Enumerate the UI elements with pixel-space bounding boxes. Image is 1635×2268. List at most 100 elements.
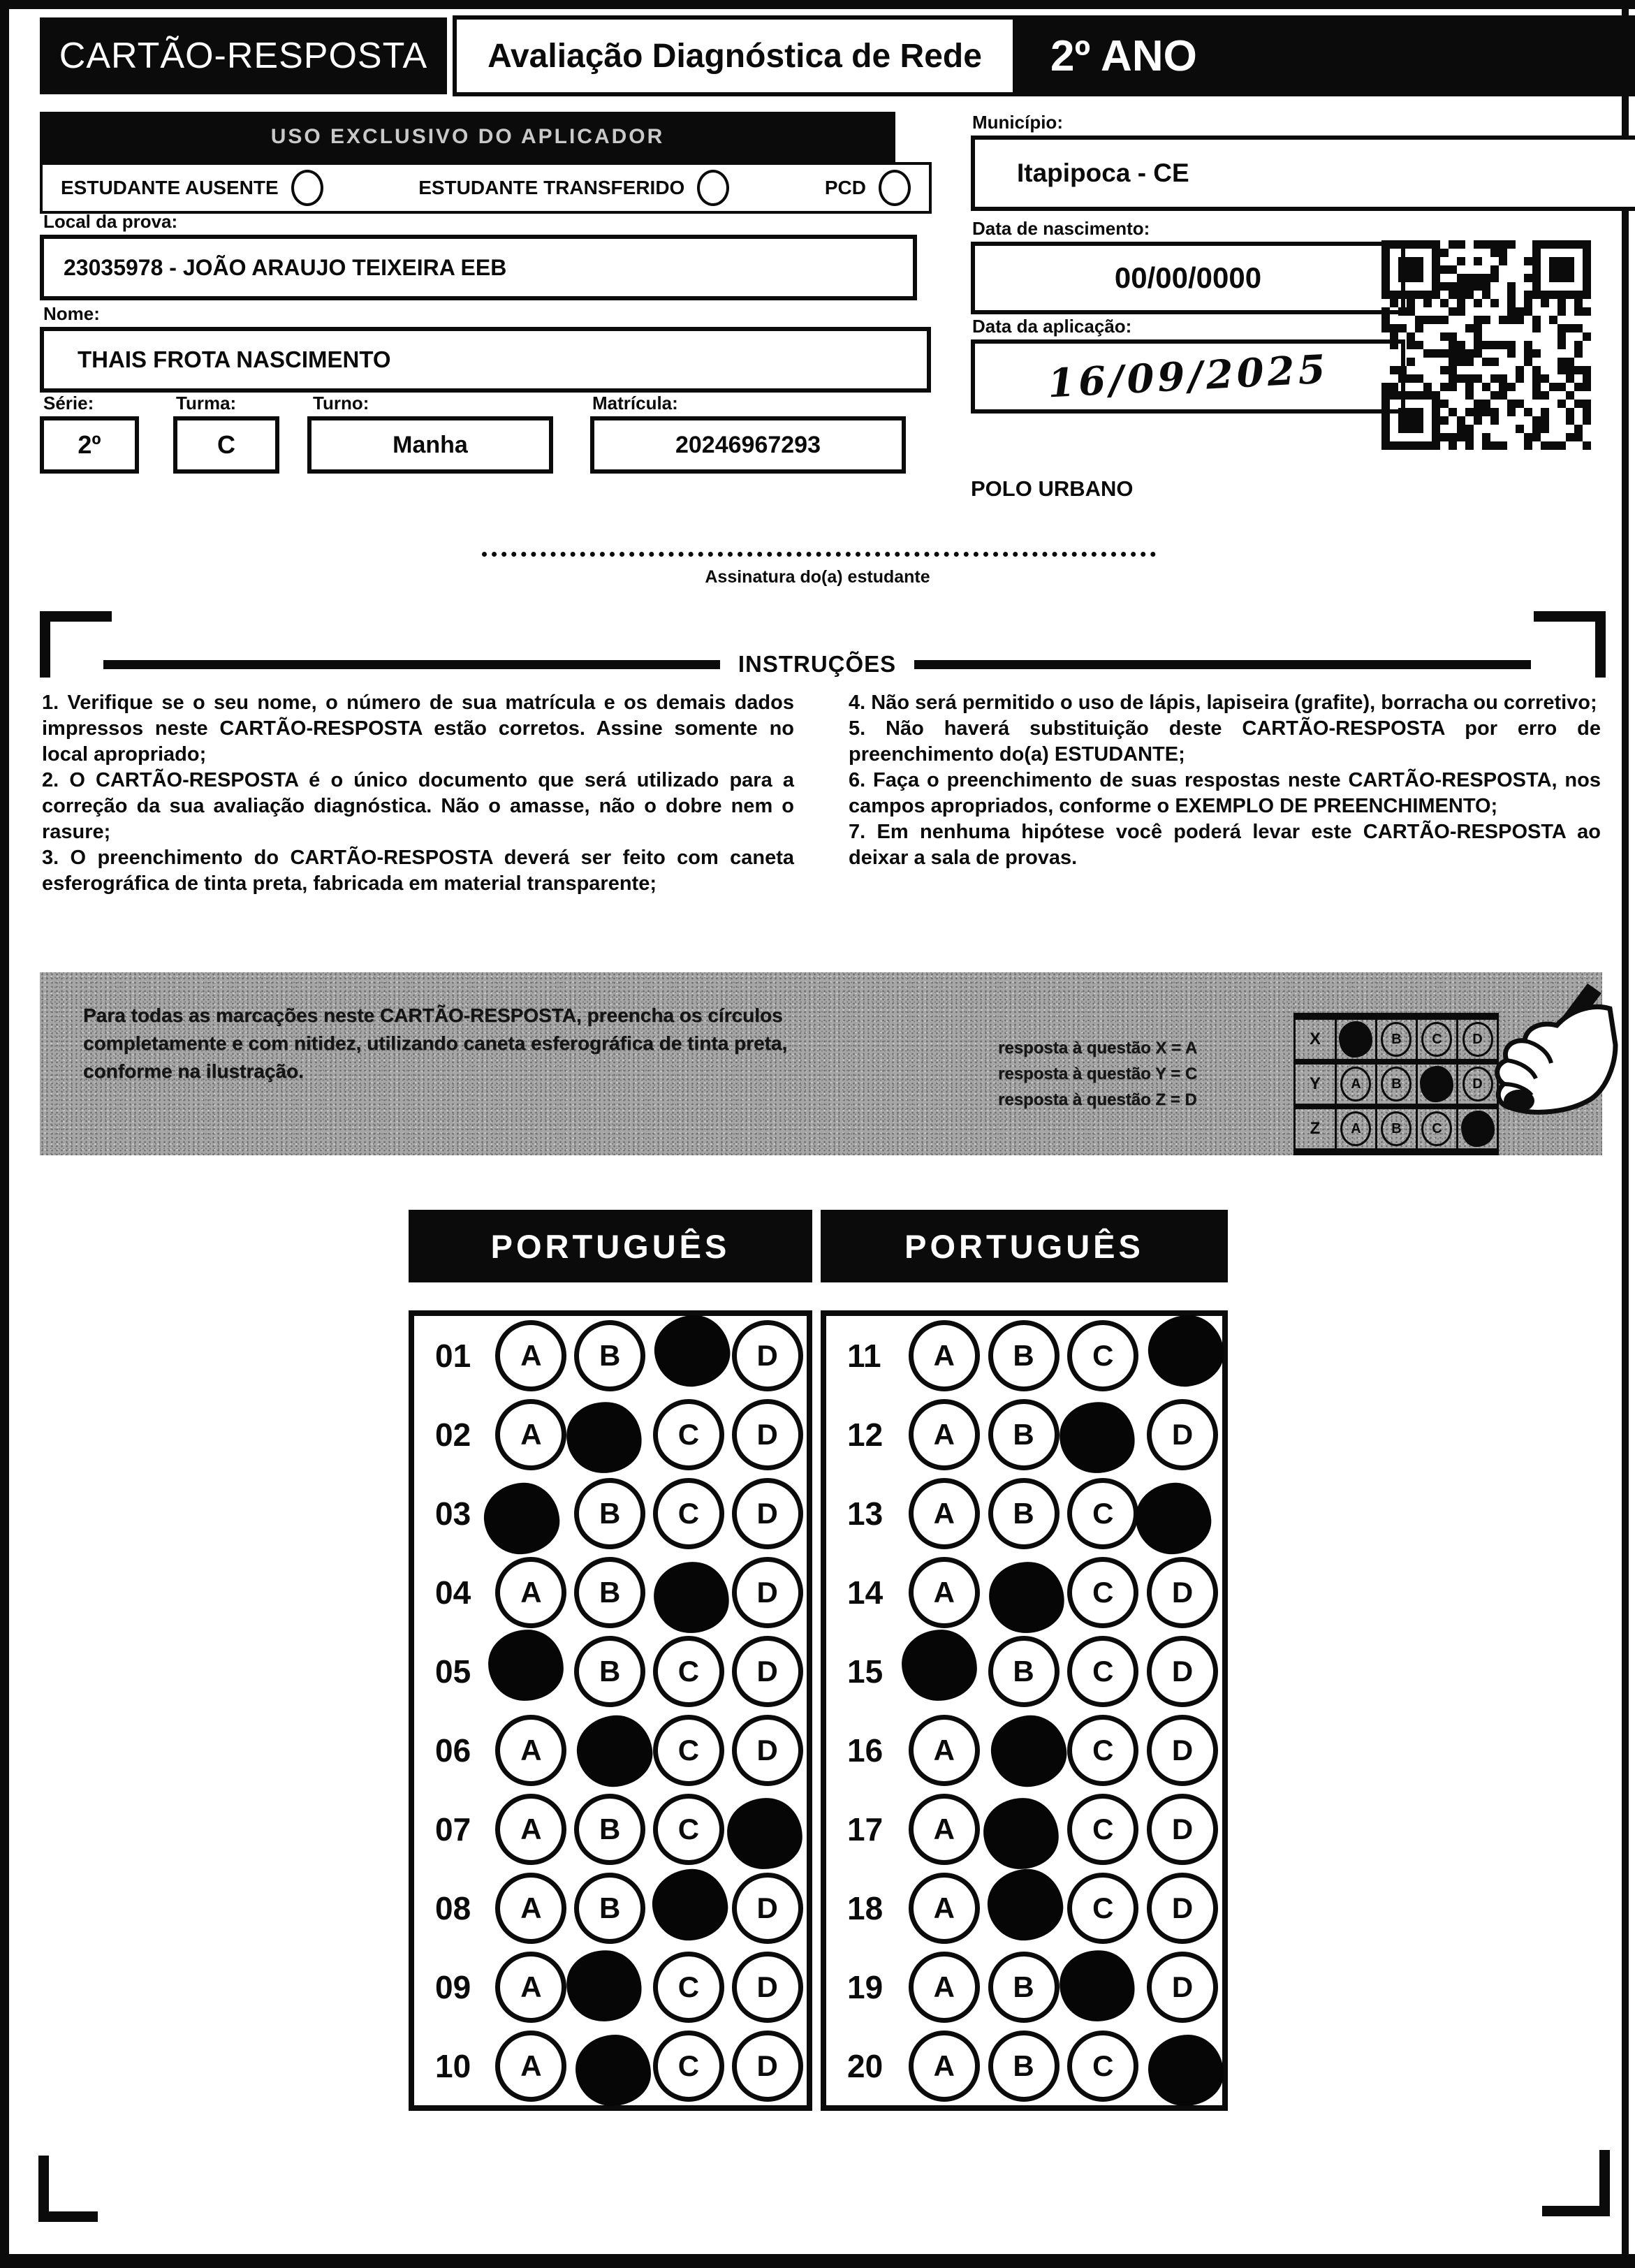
pcd-bubble[interactable] <box>879 170 911 206</box>
bubble-q14-B[interactable] <box>984 1557 1066 1636</box>
bubble-q15-B[interactable]: B <box>984 1635 1064 1707</box>
bubble-q08-C[interactable] <box>650 1866 731 1944</box>
bubble-q08-A[interactable]: A <box>492 1872 571 1944</box>
bubble-q12-B[interactable]: B <box>984 1398 1064 1470</box>
example-option-C[interactable]: C <box>1415 1109 1456 1148</box>
bubble-q14-A[interactable]: A <box>904 1556 984 1628</box>
bubble-q08-B[interactable]: B <box>571 1872 650 1944</box>
bubble-q07-D[interactable] <box>725 1794 807 1871</box>
bubble-q07-C[interactable]: C <box>650 1793 728 1865</box>
bubble-q16-C[interactable]: C <box>1063 1714 1143 1786</box>
bubble-q10-B[interactable] <box>571 2031 652 2106</box>
example-option-B[interactable]: B <box>1374 1020 1416 1059</box>
bubble-q04-A[interactable]: A <box>492 1556 571 1628</box>
bubble-q03-A[interactable] <box>482 1478 571 1557</box>
bubble-q12-D[interactable]: D <box>1143 1398 1222 1470</box>
bubble-q11-A[interactable]: A <box>904 1319 984 1391</box>
bubble-q16-A[interactable]: A <box>904 1714 984 1786</box>
bubble-q09-C[interactable]: C <box>650 1951 728 2023</box>
bubble-q11-D[interactable] <box>1143 1311 1228 1391</box>
bubble-q14-C[interactable]: C <box>1063 1556 1143 1628</box>
absent-bubble[interactable] <box>291 170 323 206</box>
bubble-q13-A[interactable]: A <box>904 1477 984 1549</box>
bubble-q18-C[interactable]: C <box>1063 1872 1143 1944</box>
bubble-q03-D[interactable]: D <box>728 1477 807 1549</box>
bubble-q15-A[interactable] <box>900 1627 984 1707</box>
bubble-q01-B[interactable]: B <box>571 1319 650 1391</box>
bubble-q09-D[interactable]: D <box>728 1951 807 2023</box>
bubble-q15-C[interactable]: C <box>1063 1635 1143 1707</box>
bubble-q05-A[interactable] <box>487 1627 571 1707</box>
bubble-q18-D[interactable]: D <box>1143 1872 1222 1944</box>
bubble-q20-B[interactable]: B <box>984 2030 1064 2102</box>
example-option-A[interactable]: A <box>1334 1109 1375 1148</box>
example-option-C[interactable]: C <box>1415 1020 1456 1059</box>
filled-bubble <box>985 1866 1065 1943</box>
bubble-q04-B[interactable]: B <box>571 1556 650 1628</box>
bubble-q19-A[interactable]: A <box>904 1951 984 2023</box>
bubble-q20-A[interactable]: A <box>904 2030 984 2102</box>
bubble-q13-D[interactable] <box>1133 1478 1222 1557</box>
bubble-q19-C[interactable] <box>1056 1946 1143 2025</box>
bubble-q06-B[interactable] <box>571 1711 656 1790</box>
bubble-q04-D[interactable]: D <box>728 1556 807 1628</box>
bubble-q07-A[interactable]: A <box>492 1793 571 1865</box>
example-option-D[interactable] <box>1456 1109 1500 1148</box>
example-option-B[interactable]: B <box>1374 1065 1416 1104</box>
bubble-q17-D[interactable]: D <box>1143 1793 1222 1865</box>
signature-line[interactable] <box>482 552 1156 557</box>
bubble-q11-B[interactable]: B <box>984 1319 1064 1391</box>
bubble-q17-A[interactable]: A <box>904 1793 984 1865</box>
bubble-q05-B[interactable]: B <box>571 1635 650 1707</box>
bubble-q01-D[interactable]: D <box>728 1319 807 1391</box>
bubble-q17-C[interactable]: C <box>1063 1793 1143 1865</box>
bubble-q16-B[interactable] <box>984 1711 1069 1790</box>
bubble-q15-D[interactable]: D <box>1143 1635 1222 1707</box>
bubble-q02-D[interactable]: D <box>728 1398 807 1470</box>
bubble-q03-B[interactable]: B <box>571 1477 650 1549</box>
bubble-q02-A[interactable]: A <box>492 1398 571 1470</box>
bubble-q10-C[interactable]: C <box>650 2030 728 2102</box>
bubble-q10-A[interactable]: A <box>492 2030 571 2102</box>
bubble-q01-C[interactable] <box>650 1311 733 1391</box>
bubble-q04-C[interactable] <box>650 1557 732 1636</box>
bubble-q16-D[interactable]: D <box>1143 1714 1222 1786</box>
bubble-q17-B[interactable] <box>981 1794 1064 1871</box>
bubble-q20-D[interactable] <box>1143 2031 1224 2106</box>
bubble-q02-C[interactable]: C <box>650 1398 728 1470</box>
bubble-q03-C[interactable]: C <box>650 1477 728 1549</box>
bubble-q13-C[interactable]: C <box>1063 1477 1143 1549</box>
question-number: 03 <box>435 1495 471 1532</box>
bubble-q11-C[interactable]: C <box>1063 1319 1143 1391</box>
bubble-q13-B[interactable]: B <box>984 1477 1064 1549</box>
example-option-A[interactable]: A <box>1334 1065 1375 1104</box>
bubble-q08-D[interactable]: D <box>728 1872 807 1944</box>
bubble-q18-A[interactable]: A <box>904 1872 984 1944</box>
bubble-q01-A[interactable]: A <box>492 1319 571 1391</box>
bubble-q09-A[interactable]: A <box>492 1951 571 2023</box>
bubble-q18-B[interactable] <box>984 1866 1065 1944</box>
bubble-q19-D[interactable]: D <box>1143 1951 1222 2023</box>
bubble-q06-C[interactable]: C <box>650 1714 728 1786</box>
example-option-B[interactable]: B <box>1374 1109 1416 1148</box>
bubble-q12-C[interactable] <box>1057 1398 1143 1477</box>
bubble-q05-D[interactable]: D <box>728 1635 807 1707</box>
example-option-D[interactable]: D <box>1456 1020 1500 1059</box>
bubble-q06-A[interactable]: A <box>492 1714 571 1786</box>
filled-bubble <box>1460 1111 1495 1147</box>
bubble-q06-D[interactable]: D <box>728 1714 807 1786</box>
bubble-q14-D[interactable]: D <box>1143 1556 1222 1628</box>
bubble-q10-D[interactable]: D <box>728 2030 807 2102</box>
bubble-q19-B[interactable]: B <box>984 1951 1064 2023</box>
example-option-A[interactable] <box>1334 1020 1375 1059</box>
bubble-q20-C[interactable]: C <box>1063 2030 1143 2102</box>
bubble-q07-B[interactable]: B <box>571 1793 650 1865</box>
bubble-q05-C[interactable]: C <box>650 1635 728 1707</box>
bubble-q12-A[interactable]: A <box>904 1398 984 1470</box>
bubble-q09-B[interactable] <box>563 1946 650 2025</box>
transferred-bubble[interactable] <box>697 170 730 206</box>
example-option-C[interactable] <box>1415 1065 1456 1104</box>
empty-bubble: A <box>495 1319 567 1391</box>
example-option-D[interactable]: D <box>1456 1065 1500 1104</box>
bubble-q02-B[interactable] <box>563 1398 650 1477</box>
